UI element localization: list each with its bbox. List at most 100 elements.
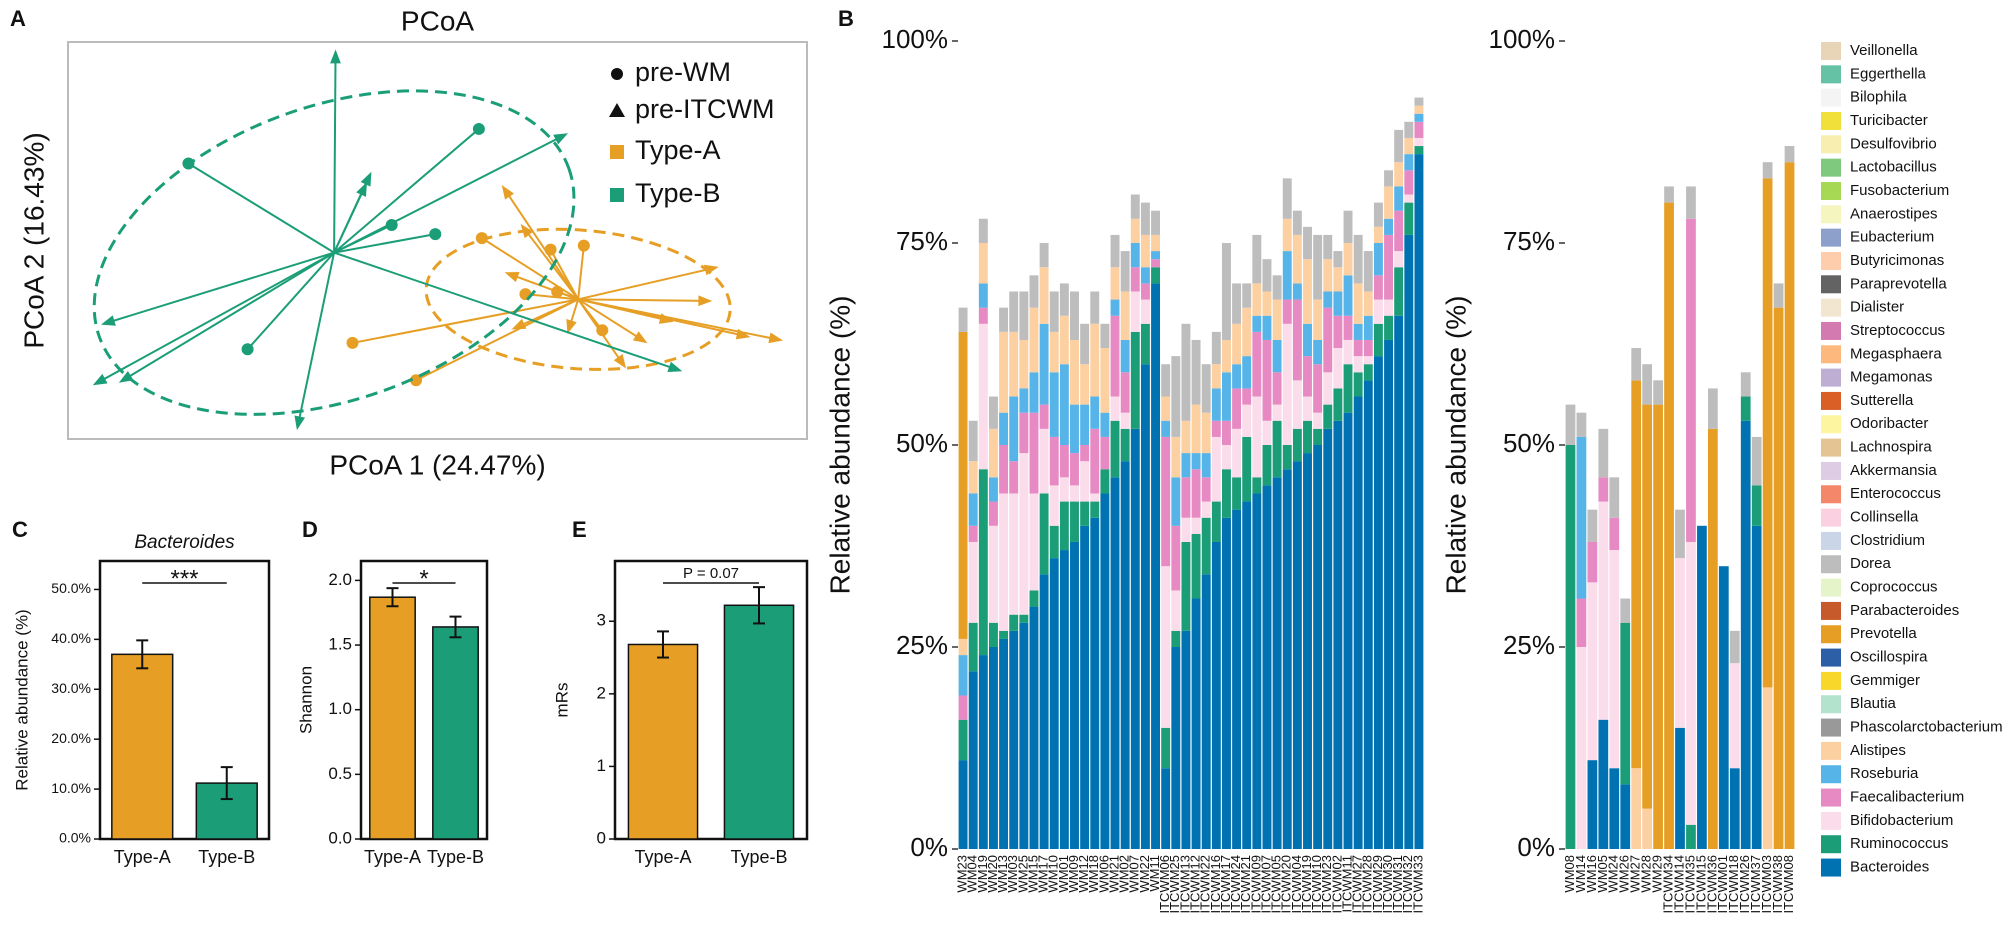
bar-segment <box>1565 404 1576 445</box>
bar-segment <box>1191 404 1201 454</box>
bar-segment <box>1384 299 1394 316</box>
bar-segment <box>1404 170 1414 195</box>
bar-segment <box>1242 404 1252 437</box>
bar-segment <box>1242 283 1252 308</box>
y-tick-label: 10.0% <box>51 780 91 796</box>
bar-segment <box>1620 622 1631 785</box>
bar-segment <box>1384 315 1394 340</box>
y-axis-label: Relative abundance (%) <box>1440 296 1471 595</box>
bar-segment <box>1140 202 1150 235</box>
legend-label: Clostridium <box>1850 532 1925 549</box>
bar-segment <box>1070 501 1079 542</box>
bar-segment <box>1292 234 1302 284</box>
bar-segment <box>1414 113 1424 122</box>
bar <box>432 626 479 840</box>
bar-segment <box>1784 146 1795 163</box>
legend-swatch <box>610 188 624 202</box>
point <box>475 232 488 245</box>
bar-segment <box>1049 436 1059 486</box>
bar-segment <box>1161 436 1171 567</box>
y-tick-label: 1.5 <box>328 635 352 654</box>
point <box>385 219 398 232</box>
bar-segment <box>1262 291 1272 316</box>
bar-segment <box>1620 784 1631 849</box>
bar-segment <box>1181 477 1191 518</box>
bar-segment <box>1353 323 1363 340</box>
bar-segment <box>1252 234 1262 284</box>
legend-swatch <box>1821 135 1841 154</box>
bar-segment <box>1292 380 1302 429</box>
bar-segment <box>1686 541 1696 825</box>
y-tick-label: 0.0 <box>328 828 352 847</box>
legend-label: Dialister <box>1850 299 1904 316</box>
bar-segment <box>1019 291 1029 340</box>
y-tick-label: 20.0% <box>51 730 91 746</box>
bar-segment <box>1191 517 1201 534</box>
bar-segment <box>999 412 1009 445</box>
x-tick-label: ITCWM35 <box>1682 855 1697 914</box>
bar-segment <box>1373 202 1383 227</box>
x-tick-label: ITCWM30 <box>1380 855 1395 914</box>
bar-segment <box>1161 768 1171 849</box>
point <box>613 354 627 369</box>
bar-segment <box>1211 501 1221 542</box>
bar-segment <box>1059 315 1069 365</box>
bar-segment <box>1404 194 1414 203</box>
significance-label: *** <box>170 565 198 592</box>
bar-segment <box>1019 453 1029 615</box>
bar-segment <box>1333 420 1343 849</box>
bar-segment <box>1039 243 1049 268</box>
bar-segment <box>988 477 998 502</box>
bar-segment <box>1151 267 1161 284</box>
x-tick-label: WM01 <box>1056 855 1071 893</box>
bar-segment <box>1394 129 1404 163</box>
bar-segment <box>1100 469 1110 494</box>
bar-segment <box>1049 525 1059 559</box>
bar-segment <box>1394 162 1404 187</box>
x-tick-label: ITCWM02 <box>1329 855 1344 914</box>
legend-label: Ruminococcus <box>1850 835 1948 852</box>
bar-segment <box>1120 339 1130 373</box>
y-tick-label: 25% <box>1503 630 1555 660</box>
point <box>553 133 569 145</box>
x-tick-label: ITCWM24 <box>1228 855 1243 914</box>
bar-segment <box>1100 493 1110 849</box>
bar-segment <box>1130 243 1140 268</box>
bar-segment <box>1151 283 1161 849</box>
x-tick-label: WM24 <box>1606 855 1621 893</box>
arrow-line <box>518 298 579 328</box>
legend-swatch <box>1821 671 1841 690</box>
bar-segment <box>1009 614 1019 631</box>
bar-segment <box>1303 226 1312 260</box>
legend-swatch <box>1821 42 1841 60</box>
bar-segment <box>1029 590 1039 607</box>
x-tick-label: WM11 <box>1147 855 1162 892</box>
point <box>118 370 134 383</box>
bar-segment <box>1100 436 1110 470</box>
legend-label: Eubacterium <box>1850 229 1934 246</box>
bar-segment <box>1181 323 1191 421</box>
bar-segment <box>958 719 968 761</box>
y-axis-label: Shannon <box>296 666 315 734</box>
bar-segment <box>958 760 968 849</box>
legend-swatch <box>1821 415 1841 434</box>
arrow-line <box>577 298 776 340</box>
bar <box>369 596 416 840</box>
bar-segment <box>1242 307 1252 357</box>
bar-segment <box>1221 517 1231 849</box>
arrow-line <box>524 229 579 300</box>
x-tick-label: WM29 <box>1650 855 1665 893</box>
point <box>501 185 514 200</box>
bar-segment <box>1729 630 1740 664</box>
bar-segment <box>999 445 1009 494</box>
bar-segment <box>1751 525 1762 849</box>
bar-segment <box>1090 517 1100 849</box>
bar-segment <box>968 461 978 494</box>
bar-segment <box>1221 445 1231 470</box>
bar-segment <box>1631 348 1642 381</box>
bar-segment <box>1130 428 1140 849</box>
bar-segment <box>1110 477 1120 849</box>
x-tick-label: ITCWM27 <box>1350 855 1365 914</box>
x-tick-label: WM12 <box>1076 855 1091 893</box>
bar-segment <box>1151 259 1161 268</box>
